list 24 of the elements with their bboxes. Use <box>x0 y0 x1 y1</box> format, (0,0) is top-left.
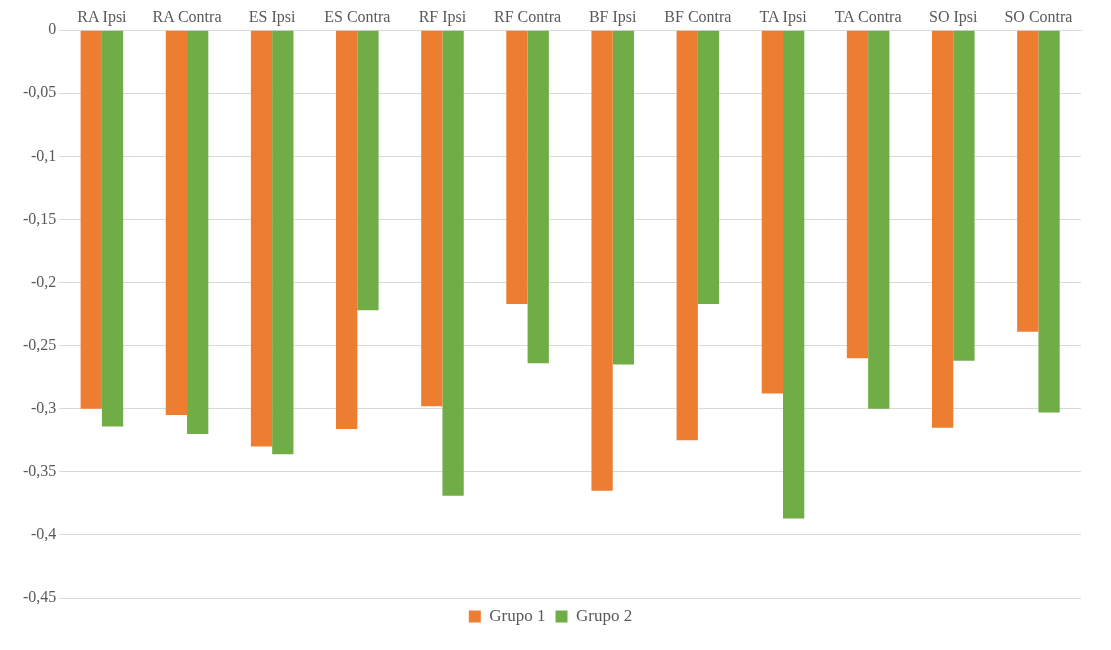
x-tick-label: TA Contra <box>834 7 902 25</box>
x-tick-label: SO Contra <box>1004 7 1073 25</box>
y-tick-label: -0,05 <box>23 83 57 101</box>
x-tick-label: BF Contra <box>664 7 732 25</box>
x-tick-label: BF Ipsi <box>588 7 638 26</box>
y-tick-label: -0,35 <box>23 462 57 480</box>
x-tick-label: RA Contra <box>152 7 222 25</box>
legend-label: Grupo 1 <box>489 605 546 625</box>
x-tick-label: RF Contra <box>494 7 562 25</box>
y-tick-label: -0,3 <box>31 398 57 416</box>
y-tick-label: -0,4 <box>31 525 57 543</box>
y-tick-label: 0 <box>48 20 57 38</box>
x-tick-label: ES Contra <box>324 7 391 25</box>
x-tick-label: RA Ipsi <box>77 7 128 26</box>
y-tick-label: -0,25 <box>23 335 57 353</box>
legend-label: Grupo 2 <box>576 605 633 625</box>
x-tick-label: TA Ipsi <box>759 7 808 26</box>
y-tick-label: -0,45 <box>23 588 57 606</box>
y-tick-label: -0,1 <box>31 146 57 164</box>
x-tick-label: ES Ipsi <box>248 7 297 26</box>
y-tick-label: -0,15 <box>23 209 57 227</box>
x-tick-label: SO Ipsi <box>929 7 979 26</box>
x-tick-label: RF Ipsi <box>418 7 467 26</box>
y-tick-label: -0,2 <box>31 272 57 290</box>
